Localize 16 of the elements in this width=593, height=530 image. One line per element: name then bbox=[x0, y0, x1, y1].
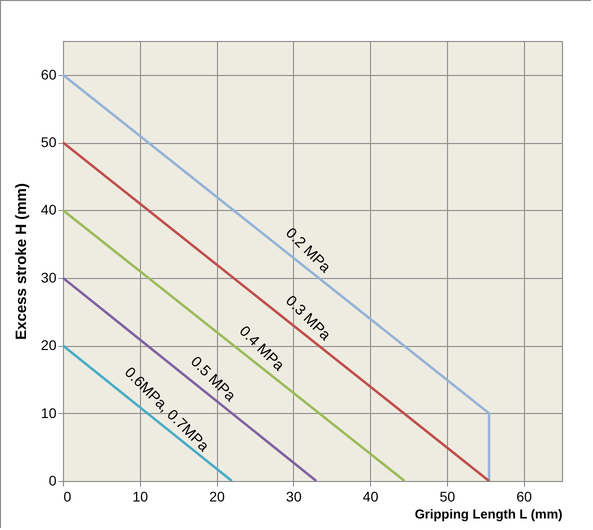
x-tick-label: 50 bbox=[440, 488, 456, 504]
y-tick-label: 40 bbox=[40, 202, 57, 218]
x-tick-label: 0 bbox=[64, 488, 72, 504]
x-tick-label: 10 bbox=[132, 488, 148, 504]
x-axis-title: Gripping Length L (mm) bbox=[414, 506, 562, 522]
y-axis-title: Excess stroke H (mm) bbox=[12, 183, 30, 340]
x-tick-label: 20 bbox=[209, 488, 226, 504]
x-tick-label: 30 bbox=[286, 488, 302, 504]
y-tick-label: 20 bbox=[40, 337, 57, 354]
y-tick-label: 60 bbox=[40, 66, 57, 82]
y-tick-label: 0 bbox=[48, 472, 57, 488]
y-tick-label: 30 bbox=[40, 269, 57, 286]
x-tick-label: 40 bbox=[362, 488, 379, 504]
y-tick-label: 50 bbox=[40, 134, 57, 150]
y-tick-label: 10 bbox=[40, 404, 57, 421]
x-tick-label: 60 bbox=[516, 488, 532, 504]
